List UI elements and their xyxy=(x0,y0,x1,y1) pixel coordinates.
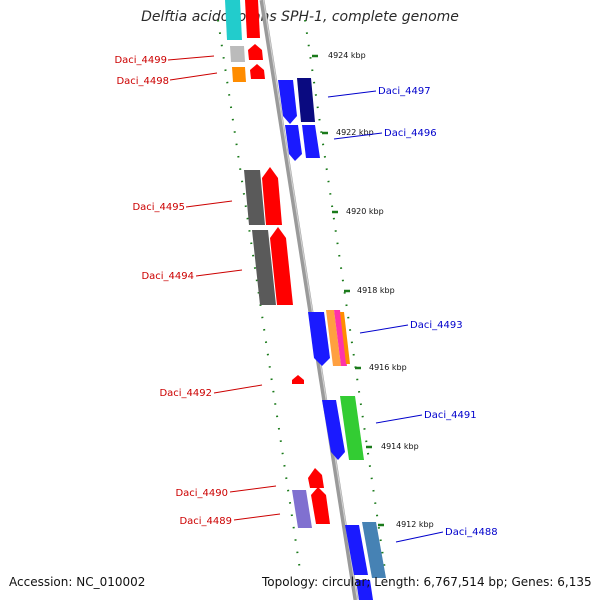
gene-label: Daci_4495 xyxy=(132,202,185,213)
gene-label-text-right: Daci_4497 Daci_4496 Daci_4493 Daci_4491 … xyxy=(378,86,498,538)
gene-block-daci4496-blue-a xyxy=(285,125,302,161)
accession-prefix: Accession: xyxy=(9,575,73,589)
scale-label: 4922 kbp xyxy=(336,128,374,137)
scale-label: 4912 kbp xyxy=(396,520,434,529)
gene-block-daci4488-blue xyxy=(345,525,368,575)
scale-label: 4924 kbp xyxy=(328,51,366,60)
guide-line-right xyxy=(304,19,386,571)
gene-block-daci4493-blue xyxy=(308,312,330,366)
gene-block-daci4492-red xyxy=(292,375,304,384)
scale-labels: 4924 kbp 4922 kbp 4920 kbp 4918 kbp 4916… xyxy=(328,51,434,529)
gene-block-daci4497-blue xyxy=(278,80,297,124)
gene-block-daci4495-red xyxy=(262,167,282,225)
gene-label: Daci_4494 xyxy=(141,271,194,282)
gene-block-daci4494-red xyxy=(270,227,293,305)
gene-label: Daci_4492 xyxy=(159,388,212,399)
gene-label: Daci_4490 xyxy=(175,488,228,499)
figure-title: Delftia acidovorans SPH-1, complete geno… xyxy=(141,9,459,25)
gene-label: Daci_4489 xyxy=(179,516,232,527)
gene-block-daci4499-red xyxy=(248,44,263,60)
guide-line-left xyxy=(217,19,301,571)
genome-backbone xyxy=(259,0,359,600)
gene-block-daci4489-lavender xyxy=(292,490,312,528)
gene-block-daci4490-red xyxy=(308,468,324,488)
gene-label: Daci_4491 xyxy=(424,410,477,421)
gene-label-text-left: Daci_4499 Daci_4498 Daci_4495 Daci_4494 … xyxy=(114,55,232,527)
gene-label: Daci_4488 xyxy=(445,527,498,538)
gene-labels-right xyxy=(327,90,444,543)
gene-block-daci4488-steelblue xyxy=(362,522,386,578)
gene-label: Daci_4497 xyxy=(378,86,431,97)
gene-blocks-right xyxy=(278,78,386,600)
accession-value: NC_010002 xyxy=(76,575,146,589)
gene-block-cyan xyxy=(225,0,242,40)
gene-block-daci4496-blue-b xyxy=(302,125,320,158)
gene-block-daci4493-orange-b xyxy=(340,312,350,364)
gene-block-daci4494-gray xyxy=(252,230,276,305)
accession-info: Accession: NC_010002 xyxy=(9,575,145,589)
gene-label: Daci_4493 xyxy=(410,320,463,331)
gene-block-daci4498-orange xyxy=(232,67,246,82)
gene-label: Daci_4499 xyxy=(114,55,167,66)
gene-blocks-left xyxy=(225,0,330,528)
scale-label: 4920 kbp xyxy=(346,207,384,216)
gene-block-red-top xyxy=(245,0,260,38)
gene-block-daci4495-gray xyxy=(244,170,265,225)
scale-label: 4914 kbp xyxy=(381,442,419,451)
gene-block-daci4498-red xyxy=(250,64,265,79)
scale-label: 4916 kbp xyxy=(369,363,407,372)
gene-block-daci4497-navy xyxy=(297,78,315,122)
gene-block-daci4491-blue xyxy=(322,400,345,460)
gene-label: Daci_4496 xyxy=(384,128,437,139)
gene-block-daci4493-orange xyxy=(326,310,341,366)
gene-block-daci4491-green xyxy=(340,396,364,460)
gene-labels-left xyxy=(167,55,281,521)
genome-summary: Topology: circular; Length: 6,767,514 bp… xyxy=(262,575,592,589)
gene-block-daci4489-red xyxy=(311,487,330,524)
gene-block-daci4493-magenta xyxy=(334,310,347,366)
backbone-highlight xyxy=(262,0,359,600)
gene-block-daci4499-gray xyxy=(230,46,245,62)
gene-block-bottom-blue xyxy=(356,580,373,600)
scale-label: 4918 kbp xyxy=(357,286,395,295)
gene-label: Daci_4498 xyxy=(116,76,169,87)
scale-ticks xyxy=(312,54,384,527)
